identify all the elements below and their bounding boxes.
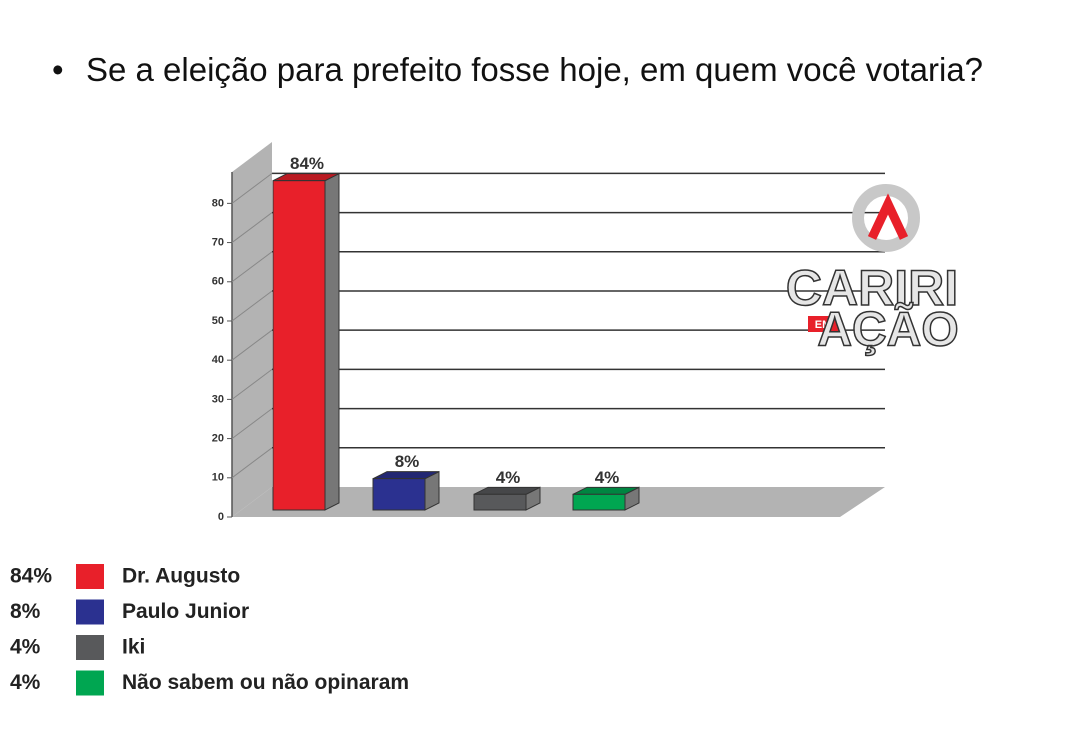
data-label: 84%: [290, 154, 324, 173]
grid-line: [231, 172, 273, 204]
legend-value: 4%: [10, 671, 41, 694]
bar: [272, 180, 326, 511]
y-tick-label: 30: [212, 393, 224, 405]
legend-label: Paulo Junior: [122, 600, 249, 623]
legend-swatch: [76, 599, 104, 625]
grid-line: [231, 290, 273, 322]
data-label: 4%: [496, 468, 521, 487]
logo-ring: [852, 184, 920, 252]
legend-label: Não sabem ou não opinaram: [122, 671, 409, 694]
bar: [572, 493, 626, 511]
data-label: 4%: [595, 468, 620, 487]
watermark-text: EM: [815, 319, 832, 331]
legend-swatch: [76, 670, 104, 696]
y-tick-label: 20: [212, 432, 224, 444]
legend-value: 84%: [10, 565, 52, 588]
left-wall: [232, 142, 272, 517]
y-tick-label: 50: [212, 315, 224, 327]
legend-label: Dr. Augusto: [122, 565, 240, 588]
grid-line: [231, 212, 273, 243]
logo-mark: [867, 193, 909, 240]
legend-value: 4%: [10, 636, 41, 659]
bar-side: [324, 172, 340, 511]
watermark-text: CARIRI: [786, 260, 958, 316]
legend-swatch: [76, 564, 104, 589]
bullet: •: [52, 51, 64, 88]
grid-line: [231, 329, 273, 361]
y-tick-label: 60: [212, 276, 224, 288]
grid-line: [231, 447, 273, 479]
y-tick-label: 0: [218, 511, 224, 523]
chart-title: Se a eleição para prefeito fosse hoje, e…: [86, 51, 984, 88]
grid-line: [231, 368, 273, 400]
legend-swatch: [76, 635, 104, 660]
legend-value: 8%: [10, 600, 41, 623]
grid-line: [231, 408, 273, 439]
bar: [372, 478, 426, 511]
watermark-text: AÇÃO: [817, 302, 958, 357]
y-tick-label: 10: [212, 472, 224, 484]
grid-line: [231, 251, 273, 283]
y-tick-label: 40: [212, 354, 224, 366]
back-wall: [272, 142, 885, 487]
bar: [473, 493, 527, 511]
watermark: CARIRI EM AÇÃO: [785, 184, 959, 357]
watermark-tag: [808, 316, 838, 332]
y-tick-label: 80: [212, 197, 224, 209]
data-label: 8%: [395, 452, 420, 471]
y-tick-label: 70: [212, 236, 224, 248]
legend-label: Iki: [122, 636, 145, 659]
